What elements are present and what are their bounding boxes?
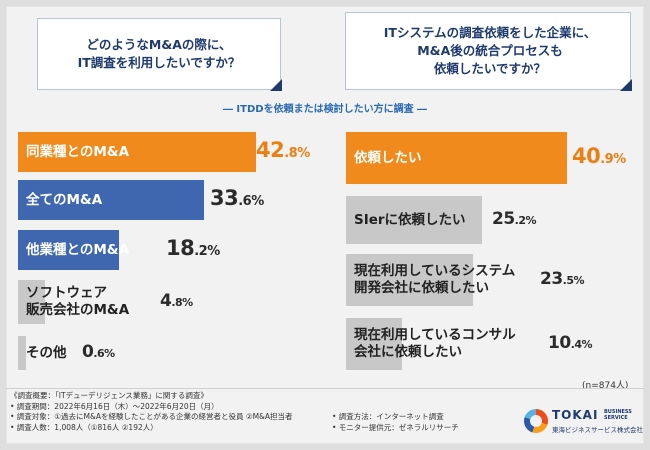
category-label: SIerに依頼したい xyxy=(354,212,466,229)
value-integer: 25 xyxy=(492,209,515,229)
category-label-line: 依頼したい xyxy=(354,149,422,166)
question-left-line-1: どのようなM&Aの際に、 xyxy=(86,37,232,52)
bar-1 xyxy=(346,132,567,184)
value-label: 33.6% xyxy=(210,186,264,210)
note-line: • 調査期間：2022年6月16日（木）～2022年6月20日（月） xyxy=(10,401,219,411)
bar-4 xyxy=(346,318,403,370)
category-label: ソフトウェア 販売会社のM&A xyxy=(26,285,129,319)
value-integer: 10 xyxy=(548,333,571,353)
value-decimal: .2% xyxy=(514,214,537,227)
value-integer: 40 xyxy=(572,144,601,168)
bar-4 xyxy=(18,280,45,324)
notes-left: 《調査概要：「ITデューデリジェンス業務」に関する調査》 • 調査期間：2022… xyxy=(10,391,293,433)
value-label: 0.6% xyxy=(82,342,115,362)
category-label-line: その他 xyxy=(26,344,67,361)
category-label: 同業種とのM&A xyxy=(26,144,129,161)
category-label-line: 会社に依頼したい xyxy=(354,344,462,360)
bar-1 xyxy=(18,132,256,172)
question-right-line-2: M&A後の統合プロセスも xyxy=(417,43,563,58)
value-decimal: .8% xyxy=(284,146,310,161)
value-decimal: .2% xyxy=(194,244,220,259)
logo-japanese-name: 東海ビジネスサービス株式会社 xyxy=(552,426,643,434)
bar-3 xyxy=(346,254,473,306)
value-label: 4.8% xyxy=(160,291,193,311)
subtitle-text: ITDDを依頼または検討したい方に調査 xyxy=(236,104,414,115)
value-decimal: .8% xyxy=(171,296,193,309)
sample-size: (n=874人) xyxy=(582,381,629,391)
question-left-line-2: IT調査を利用したいですか？ xyxy=(77,55,241,70)
question-right-line-3: 依頼したいですか？ xyxy=(433,61,547,76)
category-label-line: 全てのM&A xyxy=(26,191,103,208)
category-label-line: 現在利用しているコンサル xyxy=(354,327,516,343)
survey-subtitle: ― ITDDを依頼または検討したい方に調査 ― xyxy=(222,104,428,115)
value-integer: 33 xyxy=(210,186,239,210)
logo-sub-line-1: BUSINESS xyxy=(604,409,632,415)
value-decimal: .6% xyxy=(93,347,115,360)
bar-5 xyxy=(18,336,26,370)
footer-divider xyxy=(6,388,644,389)
category-label: 他業種とのM&A xyxy=(26,242,129,259)
bar-2 xyxy=(18,180,205,220)
value-label: 18.2% xyxy=(166,236,220,260)
note-line: • 調査人数：1,008人（①816人 ②192人） xyxy=(10,422,158,432)
value-integer: 0 xyxy=(82,342,94,362)
question-box-left: どのようなM&Aの際に、 IT調査を利用したいですか？ xyxy=(37,18,282,91)
value-decimal: .6% xyxy=(238,194,264,209)
category-label-line: 販売会社のM&A xyxy=(26,302,130,318)
question-right-line-1: ITシステムの調査依頼をした企業に、 xyxy=(383,25,597,40)
corner-accent xyxy=(620,79,632,91)
bar-2 xyxy=(346,196,483,244)
value-decimal: .4% xyxy=(570,338,593,351)
category-label-line: 現在利用しているシステム xyxy=(354,263,516,279)
value-decimal: .9% xyxy=(600,152,626,167)
value-label: 23.5% xyxy=(540,269,585,289)
logo-sub: BUSINESS SERVICE xyxy=(604,409,632,421)
category-label-line: 同業種とのM&A xyxy=(26,143,130,160)
category-label-line: SIerに依頼したい xyxy=(354,211,466,228)
value-label: 10.4% xyxy=(548,333,593,353)
question-box-right: ITシステムの調査依頼をした企業に、 M&A後の統合プロセスも 依頼したいですか… xyxy=(345,12,632,91)
value-integer: 23 xyxy=(540,269,563,289)
logo-sub-line-2: SERVICE xyxy=(604,415,628,421)
value-integer: 18 xyxy=(166,236,195,260)
category-label: 依頼したい xyxy=(354,150,422,167)
value-integer: 42 xyxy=(256,138,285,162)
value-label: 42.8% xyxy=(256,138,310,162)
category-label: その他 xyxy=(26,345,67,362)
logo-mark-icon xyxy=(524,409,548,433)
note-line: 《調査概要：「ITデューデリジェンス業務」に関する調査》 xyxy=(10,391,208,400)
bar-3 xyxy=(18,230,119,270)
value-label: 40.9% xyxy=(572,144,626,168)
category-label: 現在利用しているコンサル 会社に依頼したい xyxy=(354,327,516,361)
category-label-line: 開発会社に依頼したい xyxy=(354,280,489,296)
logo-name: TOKAI xyxy=(552,408,599,422)
note-line: • モニター提供元：ゼネラルリサーチ xyxy=(332,422,459,432)
category-label: 全てのM&A xyxy=(26,192,102,209)
company-logo: TOKAI BUSINESS SERVICE 東海ビジネスサービス株式会社 xyxy=(524,408,643,434)
category-label-line: ソフトウェア xyxy=(26,285,107,301)
note-line: • 調査対象：①過去にM&Aを経験したことがある企業の経営者と役員 ②M&A担当… xyxy=(10,412,293,421)
corner-accent xyxy=(270,79,282,91)
category-label-line: 他業種とのM&A xyxy=(26,241,130,258)
note-line: • 調査方法：インターネット調査 xyxy=(332,412,444,421)
category-label: 現在利用しているシステム 開発会社に依頼したい xyxy=(354,263,515,297)
value-decimal: .5% xyxy=(562,274,585,287)
notes-right: • 調査方法：インターネット調査 • モニター提供元：ゼネラルリサーチ xyxy=(332,412,459,433)
value-integer: 4 xyxy=(160,291,172,311)
value-label: 25.2% xyxy=(492,209,537,229)
